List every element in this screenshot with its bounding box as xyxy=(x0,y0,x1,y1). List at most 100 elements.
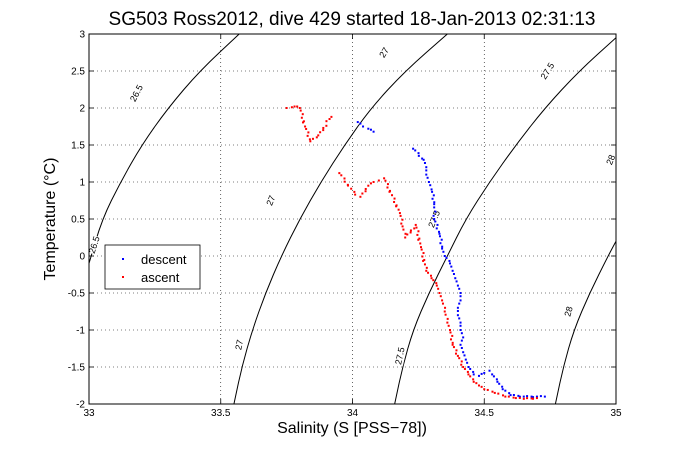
contour-label: 27 xyxy=(232,334,246,355)
point-ascent xyxy=(486,388,489,391)
point-ascent xyxy=(307,131,310,134)
point-ascent xyxy=(338,172,341,175)
point-ascent xyxy=(322,126,325,129)
point-descent xyxy=(522,395,525,398)
y-tick-label: -2 xyxy=(76,400,85,411)
contour-label: 27.5 xyxy=(393,346,407,366)
point-descent xyxy=(356,121,359,124)
point-ascent xyxy=(504,395,507,398)
point-ascent xyxy=(497,392,500,395)
point-ascent xyxy=(319,131,322,134)
point-descent xyxy=(438,232,441,235)
legend-label-descent: descent xyxy=(141,252,187,267)
point-ascent xyxy=(444,313,447,316)
contour-label-text: 27.5 xyxy=(393,346,406,365)
legend-box xyxy=(104,244,201,290)
x-tick-label: 34 xyxy=(347,408,359,419)
point-ascent xyxy=(401,225,404,228)
point-descent xyxy=(460,332,463,335)
point-descent xyxy=(532,396,535,399)
point-ascent xyxy=(477,384,480,387)
point-ascent xyxy=(522,397,525,400)
point-descent xyxy=(483,371,486,374)
point-descent xyxy=(456,284,459,287)
point-descent xyxy=(427,181,430,183)
legend-marker-descent xyxy=(122,258,124,260)
contour-label-bg xyxy=(375,42,394,63)
point-descent xyxy=(417,152,420,155)
point-ascent xyxy=(353,190,356,193)
point-ascent xyxy=(422,259,425,262)
point-ascent xyxy=(437,287,440,290)
point-ascent xyxy=(364,187,367,190)
point-ascent xyxy=(364,190,367,193)
point-descent xyxy=(535,395,538,398)
point-ascent xyxy=(400,222,403,225)
point-descent xyxy=(414,149,417,152)
contour-label-bg xyxy=(262,190,279,211)
point-ascent xyxy=(463,367,466,370)
point-descent xyxy=(472,373,475,376)
point-ascent xyxy=(417,238,420,241)
point-descent xyxy=(543,395,546,398)
point-descent xyxy=(458,302,461,305)
x-tick-label: 34.5 xyxy=(475,408,495,419)
contour-label-text: 27 xyxy=(377,46,391,60)
point-ascent xyxy=(451,334,454,337)
y-tick-label: 0 xyxy=(79,252,85,263)
point-descent xyxy=(458,287,461,290)
point-ascent xyxy=(361,192,364,195)
point-descent xyxy=(460,347,463,349)
point-ascent xyxy=(530,397,533,400)
point-ascent xyxy=(449,338,452,341)
point-descent xyxy=(433,206,436,209)
point-descent xyxy=(429,184,432,187)
point-ascent xyxy=(383,177,386,180)
point-ascent xyxy=(409,229,412,232)
point-ascent xyxy=(443,310,446,313)
point-descent xyxy=(422,158,425,161)
point-ascent xyxy=(535,397,538,400)
point-descent xyxy=(451,269,454,272)
point-ascent xyxy=(458,357,461,360)
point-ascent xyxy=(454,352,457,355)
point-ascent xyxy=(425,269,428,272)
point-ascent xyxy=(322,129,325,132)
point-ascent xyxy=(300,116,303,119)
point-descent xyxy=(463,354,466,357)
point-ascent xyxy=(444,306,447,309)
point-descent xyxy=(509,394,512,397)
contour-line-27 xyxy=(233,34,448,404)
y-tick-label: 2.5 xyxy=(71,67,85,78)
point-ascent xyxy=(460,363,463,366)
point-descent xyxy=(495,378,498,381)
point-descent xyxy=(459,299,462,302)
point-ascent xyxy=(438,292,441,294)
point-ascent xyxy=(350,187,353,190)
point-ascent xyxy=(532,397,535,400)
point-descent xyxy=(436,223,439,226)
point-ascent xyxy=(462,366,465,368)
point-ascent xyxy=(309,140,312,143)
point-descent xyxy=(425,169,428,172)
point-ascent xyxy=(452,346,455,349)
point-ascent xyxy=(301,113,304,116)
point-ascent xyxy=(317,134,320,137)
point-descent xyxy=(456,310,459,312)
point-ascent xyxy=(420,248,423,251)
y-tick-label: -0.5 xyxy=(68,289,86,300)
point-descent xyxy=(459,329,462,331)
point-descent xyxy=(438,235,441,238)
point-ascent xyxy=(386,183,389,186)
point-descent xyxy=(440,238,443,241)
point-ascent xyxy=(493,391,496,394)
y-tick-label: -1 xyxy=(76,326,85,337)
point-ascent xyxy=(415,226,418,229)
point-descent xyxy=(460,339,463,342)
contour-label-bg xyxy=(393,346,407,366)
point-descent xyxy=(445,256,448,259)
point-ascent xyxy=(430,277,433,280)
point-descent xyxy=(456,306,459,309)
point-descent xyxy=(501,388,504,391)
contour-label: 28 xyxy=(602,149,619,171)
